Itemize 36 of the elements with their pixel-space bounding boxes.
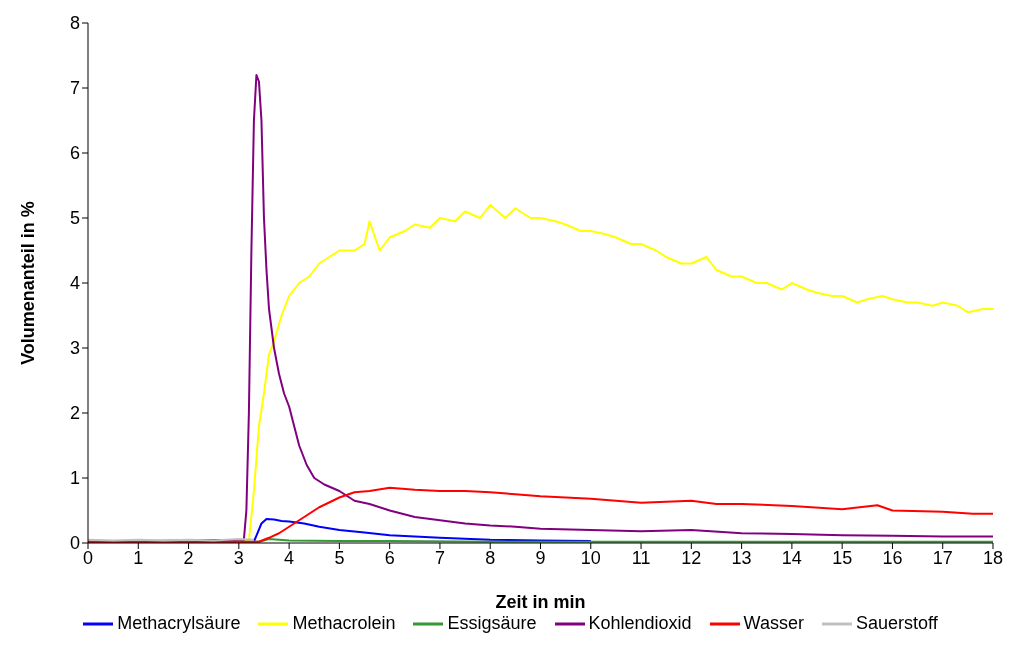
- y-tick-label: 3: [69, 338, 80, 359]
- legend-label: Essigsäure: [447, 613, 537, 634]
- legend-label: Wasser: [743, 613, 804, 634]
- x-tick-label: 7: [434, 547, 445, 568]
- y-tick-label: 7: [69, 78, 80, 99]
- y-axis-title: Volumenanteil in %: [18, 201, 39, 365]
- y-tick-label: 0: [69, 533, 80, 554]
- x-tick-label: 1: [133, 547, 144, 568]
- x-tick-label: 3: [233, 547, 244, 568]
- legend-label: Sauerstoff: [855, 613, 938, 634]
- legend-label: Kohlendioxid: [588, 613, 692, 634]
- x-axis-title: Zeit in min: [495, 592, 586, 612]
- legend-label: Methacrylsäure: [117, 613, 241, 634]
- x-tick-label: 12: [681, 547, 702, 568]
- x-tick-label: 14: [781, 547, 802, 568]
- legend-label: Methacrolein: [292, 613, 396, 634]
- x-tick-label: 9: [535, 547, 546, 568]
- y-tick-label: 4: [69, 273, 80, 294]
- y-tick-label: 8: [69, 13, 80, 34]
- x-tick-label: 8: [485, 547, 496, 568]
- y-tick-label: 5: [69, 208, 80, 229]
- y-tick-label: 6: [69, 143, 80, 164]
- x-tick-label: 17: [932, 547, 953, 568]
- x-tick-label: 10: [580, 547, 601, 568]
- x-tick-label: 2: [183, 547, 194, 568]
- x-tick-label: 0: [82, 547, 94, 568]
- x-tick-label: 6: [384, 547, 395, 568]
- y-tick-label: 1: [69, 468, 80, 489]
- x-tick-label: 4: [284, 547, 295, 568]
- x-tick-label: 11: [631, 547, 651, 568]
- x-tick-label: 5: [334, 547, 345, 568]
- y-tick-label: 2: [69, 403, 80, 424]
- x-tick-label: 13: [731, 547, 752, 568]
- x-tick-label: 15: [832, 547, 853, 568]
- x-tick-label: 18: [982, 547, 1004, 568]
- x-tick-label: 16: [882, 547, 903, 568]
